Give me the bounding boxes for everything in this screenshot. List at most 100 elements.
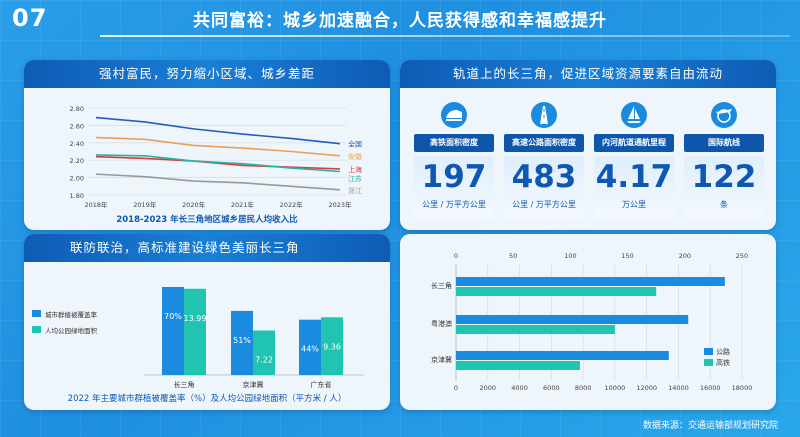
y-tick-label: 1.80 — [70, 192, 84, 200]
metric-box: 197 公里 / 万平方公里 — [414, 156, 494, 220]
bar-value-label: 9.36 — [323, 342, 341, 351]
bar-road — [456, 277, 725, 286]
metric-unit: 公里 / 万平方公里 — [512, 200, 576, 209]
bar-park-area — [184, 288, 206, 375]
transport-panel-header: 轨道上的长三角，促进区域资源要素自由流动 — [400, 60, 776, 88]
bottom-tick-label: 2000 — [480, 384, 497, 392]
metric-value: 4.17 — [595, 159, 673, 195]
bar-coverage — [231, 310, 253, 375]
bar-rail — [456, 325, 615, 334]
series-line-3 — [95, 154, 341, 173]
metric-label: 内河航道通航里程 — [594, 134, 674, 152]
series-line-4 — [95, 173, 341, 191]
legend-swatch — [32, 326, 41, 333]
metric-value: 122 — [691, 159, 757, 195]
y-tick-label: 2.40 — [70, 140, 84, 148]
metric-box: 122 条 — [684, 156, 764, 220]
x-tick-label: 2023年 — [328, 200, 352, 209]
bottom-tick-label: 6000 — [543, 384, 560, 392]
bottom-tick-label: 10000 — [605, 384, 626, 392]
legend-swatch — [704, 348, 713, 355]
series-label: 浙江 — [348, 186, 362, 195]
green-panel: 联防联治，高标准建设绿色美丽长三角 城市群植被覆盖率 人均公园绿地面积 70% 13.… — [24, 234, 390, 410]
metric-label: 高速公路面积密度 — [504, 134, 584, 152]
top-tick-label: 200 — [679, 252, 691, 260]
series-line-2 — [95, 155, 341, 170]
highway-icon — [529, 100, 559, 130]
bar-road — [456, 351, 669, 360]
title-underline — [100, 35, 790, 37]
category-label: 长三角 — [174, 380, 195, 389]
income-ratio-line-chart: 1.80 2.00 2.20 2.40 2.60 2.80 2018年 2019年 2020年 2… — [70, 105, 362, 225]
bar-coverage — [162, 287, 184, 375]
metric-value: 483 — [511, 159, 577, 195]
series-label: 安徽 — [348, 152, 362, 161]
x-tick-label: 2022年 — [280, 200, 304, 209]
top-tick-label: 0 — [454, 252, 458, 260]
category-label: 京津冀 — [243, 380, 264, 389]
series-line-0 — [95, 116, 341, 145]
sailboat-icon — [619, 100, 649, 130]
metric-box: 4.17 万公里 — [594, 156, 674, 220]
income-ratio-panel: 强村富民，努力缩小区域、城乡差距 1.80 2.00 2.20 2.40 2.60 2.8… — [24, 60, 390, 230]
bottom-tick-label: 18000 — [732, 384, 753, 392]
category-label: 广东省 — [311, 380, 332, 389]
bar-park-area — [321, 317, 343, 375]
top-tick-label: 250 — [736, 252, 748, 260]
income-ratio-panel-header: 强村富民，努力缩小区域、城乡差距 — [24, 60, 390, 88]
road-rail-bar-chart: 0 50 100 150 200 250 0 2000 4000 6000 8000 10000 120… — [431, 252, 753, 392]
bar-coverage — [299, 319, 321, 375]
legend-label: 城市群植被覆盖率 — [45, 310, 98, 319]
category-label: 粤港澳 — [431, 319, 452, 328]
bar-rail — [456, 361, 580, 370]
metric-card: 国际航线 122 条 — [684, 100, 764, 226]
metric-label: 国际航线 — [684, 134, 764, 152]
metric-card: 内河航道通航里程 4.17 万公里 — [594, 100, 674, 226]
bottom-tick-label: 12000 — [636, 384, 657, 392]
chart-caption: 2022 年主要城市群植被覆盖率（%）及人均公园绿地面积（平方米 / 人） — [68, 393, 347, 404]
road-rail-panel: 0 50 100 150 200 250 0 2000 4000 6000 8000 10000 120… — [400, 234, 776, 410]
legend-swatch — [32, 310, 41, 317]
series-label: 江苏 — [348, 174, 362, 183]
metric-box: 483 公里 / 万平方公里 — [504, 156, 584, 220]
train-icon — [439, 100, 469, 130]
bar-value-label: 7.22 — [255, 355, 273, 364]
bar-value-label: 13.99 — [184, 314, 207, 323]
page-title: 共同富裕：城乡加速融合，人民获得感和幸福感提升 — [193, 11, 607, 31]
top-tick-label: 150 — [621, 252, 633, 260]
transport-panel: 轨道上的长三角，促进区域资源要素自由流动 高铁面积密度 197 公里 / 万平方公里… — [400, 60, 776, 230]
legend-swatch — [704, 359, 713, 366]
y-tick-label: 2.80 — [70, 105, 84, 113]
bottom-tick-label: 4000 — [511, 384, 528, 392]
bar-park-area — [253, 330, 275, 375]
series-label: 全国 — [348, 140, 362, 149]
metric-value: 197 — [421, 159, 487, 195]
metric-card: 高速公路面积密度 483 公里 / 万平方公里 — [504, 100, 584, 226]
y-tick-label: 2.00 — [70, 175, 84, 183]
bottom-tick-label: 8000 — [575, 384, 592, 392]
series-label: 上海 — [348, 165, 362, 174]
metric-card: 高铁面积密度 197 公里 / 万平方公里 — [414, 100, 494, 226]
green-panel-header: 联防联治，高标准建设绿色美丽长三角 — [24, 234, 390, 262]
x-tick-label: 2021年 — [231, 200, 255, 209]
x-tick-label: 2019年 — [133, 200, 157, 209]
bottom-tick-label: 0 — [454, 384, 458, 392]
bottom-tick-label: 14000 — [668, 384, 689, 392]
top-tick-label: 50 — [509, 252, 517, 260]
bar-value-label: 51% — [233, 336, 251, 345]
bar-road — [456, 315, 689, 324]
data-source: 数据来源：交通运输部规划研究院 — [642, 421, 778, 431]
bar-rail — [456, 287, 657, 296]
x-tick-label: 2018年 — [84, 200, 108, 209]
x-tick-label: 2020年 — [182, 200, 206, 209]
category-label: 长三角 — [431, 281, 452, 290]
bar-value-label: 70% — [164, 312, 182, 321]
top-tick-label: 100 — [564, 252, 576, 260]
chart-caption: 2018-2023 年长三角地区城乡居民人均收入比 — [116, 214, 298, 225]
page-number: 07 — [12, 4, 48, 32]
metric-unit: 条 — [720, 200, 728, 209]
series-line-1 — [95, 136, 341, 157]
legend-label: 公路 — [716, 347, 730, 356]
metric-unit: 公里 / 万平方公里 — [422, 200, 486, 209]
